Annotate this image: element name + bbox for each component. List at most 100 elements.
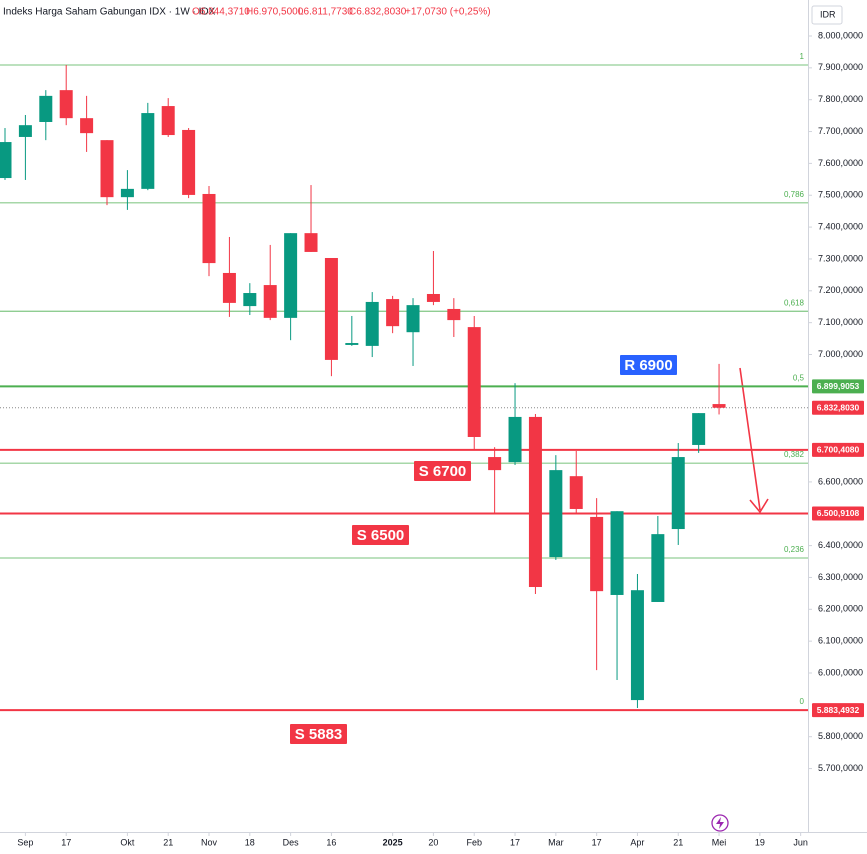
annotation: S 6700 <box>419 463 467 480</box>
y-tick-label: 7.100,0000 <box>818 317 863 327</box>
y-tick-label: 7.300,0000 <box>818 253 863 263</box>
candle-body <box>39 95 53 122</box>
candle-body <box>467 327 481 437</box>
ohlc-value: +17,0730 (+0,25%) <box>405 7 491 18</box>
x-tick-label: Okt <box>120 837 135 847</box>
candle-body <box>202 193 216 264</box>
y-tick-label: 6.000,0000 <box>818 667 863 677</box>
x-tick-label: Jun <box>793 837 808 847</box>
event-icon-bolt <box>716 817 724 829</box>
candle-body <box>610 511 624 595</box>
candle-body <box>386 299 400 327</box>
x-tick-label: 17 <box>510 837 520 847</box>
annotation-box <box>352 525 409 545</box>
candle-body <box>100 140 114 198</box>
candle-body <box>304 233 318 252</box>
candle-body <box>141 113 155 189</box>
y-tick-label: 7.500,0000 <box>818 190 863 200</box>
candle-body <box>692 413 706 445</box>
fib-ratio: 0,236 <box>784 545 805 554</box>
candle-body <box>426 293 440 302</box>
candle-body <box>243 293 257 307</box>
x-tick-label: Apr <box>630 837 644 847</box>
y-tick-label: 7.400,0000 <box>818 221 863 231</box>
y-tick-label: 8.000,0000 <box>818 30 863 40</box>
y-tick-label: 5.800,0000 <box>818 731 863 741</box>
candle-body <box>161 106 175 136</box>
annotation-box <box>620 355 677 375</box>
candle-body <box>569 476 583 509</box>
ohlc-value: O6.844,3710 <box>192 7 250 18</box>
annotation-box <box>290 724 347 744</box>
x-tick-label: Mar <box>548 837 564 847</box>
level-label: 6.700,4080 <box>817 445 860 455</box>
level-label-box <box>812 506 864 521</box>
level-label: 6.832,8030 <box>817 403 860 413</box>
fib-ratio: 0,382 <box>784 450 805 459</box>
candle-body <box>182 129 196 195</box>
level-label-box <box>812 379 864 394</box>
candle-body <box>365 301 379 346</box>
candle-body <box>324 257 338 360</box>
x-tick-label: Feb <box>466 837 482 847</box>
candle-body <box>671 457 685 530</box>
fib-ratio: 0,5 <box>793 373 805 382</box>
candle-body <box>447 308 461 321</box>
y-tick-label: 6.400,0000 <box>818 540 863 550</box>
x-tick-label: 19 <box>755 837 765 847</box>
chart-title: Indeks Harga Saham Gabungan IDX · 1W · I… <box>3 7 216 18</box>
y-tick-label: 7.800,0000 <box>818 94 863 104</box>
candle-body <box>18 125 32 137</box>
x-tick-label: 18 <box>245 837 255 847</box>
currency-box <box>811 5 843 25</box>
level-label: 5.883,4932 <box>817 705 860 715</box>
x-tick-label: Sep <box>17 837 33 847</box>
candle-body <box>590 516 604 592</box>
candle-body <box>222 272 236 303</box>
ohlc-value: H6.970,5000 <box>246 7 304 18</box>
y-tick-label: 6.100,0000 <box>818 636 863 646</box>
candle-body <box>528 416 542 588</box>
y-tick-label: 5.700,0000 <box>818 763 863 773</box>
candle-body <box>651 534 665 602</box>
candle-body <box>630 590 644 701</box>
ohlc-value: C6.832,8030 <box>349 7 407 18</box>
candle-body <box>0 142 12 179</box>
candle-body <box>406 305 420 333</box>
y-tick-label: 7.700,0000 <box>818 126 863 136</box>
candle-body <box>120 188 134 198</box>
candle-body <box>284 233 298 318</box>
y-tick-label: 6.200,0000 <box>818 604 863 614</box>
fib-ratio: 0 <box>800 697 805 706</box>
candle-body <box>488 457 502 471</box>
y-tick-label: 7.900,0000 <box>818 62 863 72</box>
fib-ratio: 1 <box>800 52 805 61</box>
ohlc-value: L6.811,7730 <box>298 7 353 18</box>
x-tick-label: 16 <box>326 837 336 847</box>
fib-ratio: 0,786 <box>784 190 805 199</box>
x-tick-label: 20 <box>428 837 438 847</box>
level-label-box <box>812 442 864 457</box>
candle-body <box>263 285 277 318</box>
ohlc-header: O6.844,3710H6.970,5000L6.811,7730C6.832,… <box>192 7 491 18</box>
x-tick-label: 17 <box>61 837 71 847</box>
level-label-box <box>812 703 864 718</box>
candle-body <box>59 90 73 119</box>
x-tick-label: Mei <box>712 837 727 847</box>
forecast-arrow <box>739 367 769 514</box>
currency: IDR <box>820 9 836 19</box>
level-label: 6.899,9053 <box>817 381 860 391</box>
candle-body <box>549 470 563 558</box>
annotation-box <box>414 461 471 481</box>
x-tick-label: 21 <box>163 837 173 847</box>
annotation: S 5883 <box>295 726 343 743</box>
fib-ratio: 0,618 <box>784 298 805 307</box>
y-tick-label: 7.000,0000 <box>818 349 863 359</box>
candle-body <box>508 416 522 463</box>
annotation: R 6900 <box>624 357 672 374</box>
y-tick-label: 6.600,0000 <box>818 476 863 486</box>
level-label-box <box>812 400 864 415</box>
candle-body <box>345 343 359 345</box>
x-tick-label: 2025 <box>383 837 403 847</box>
